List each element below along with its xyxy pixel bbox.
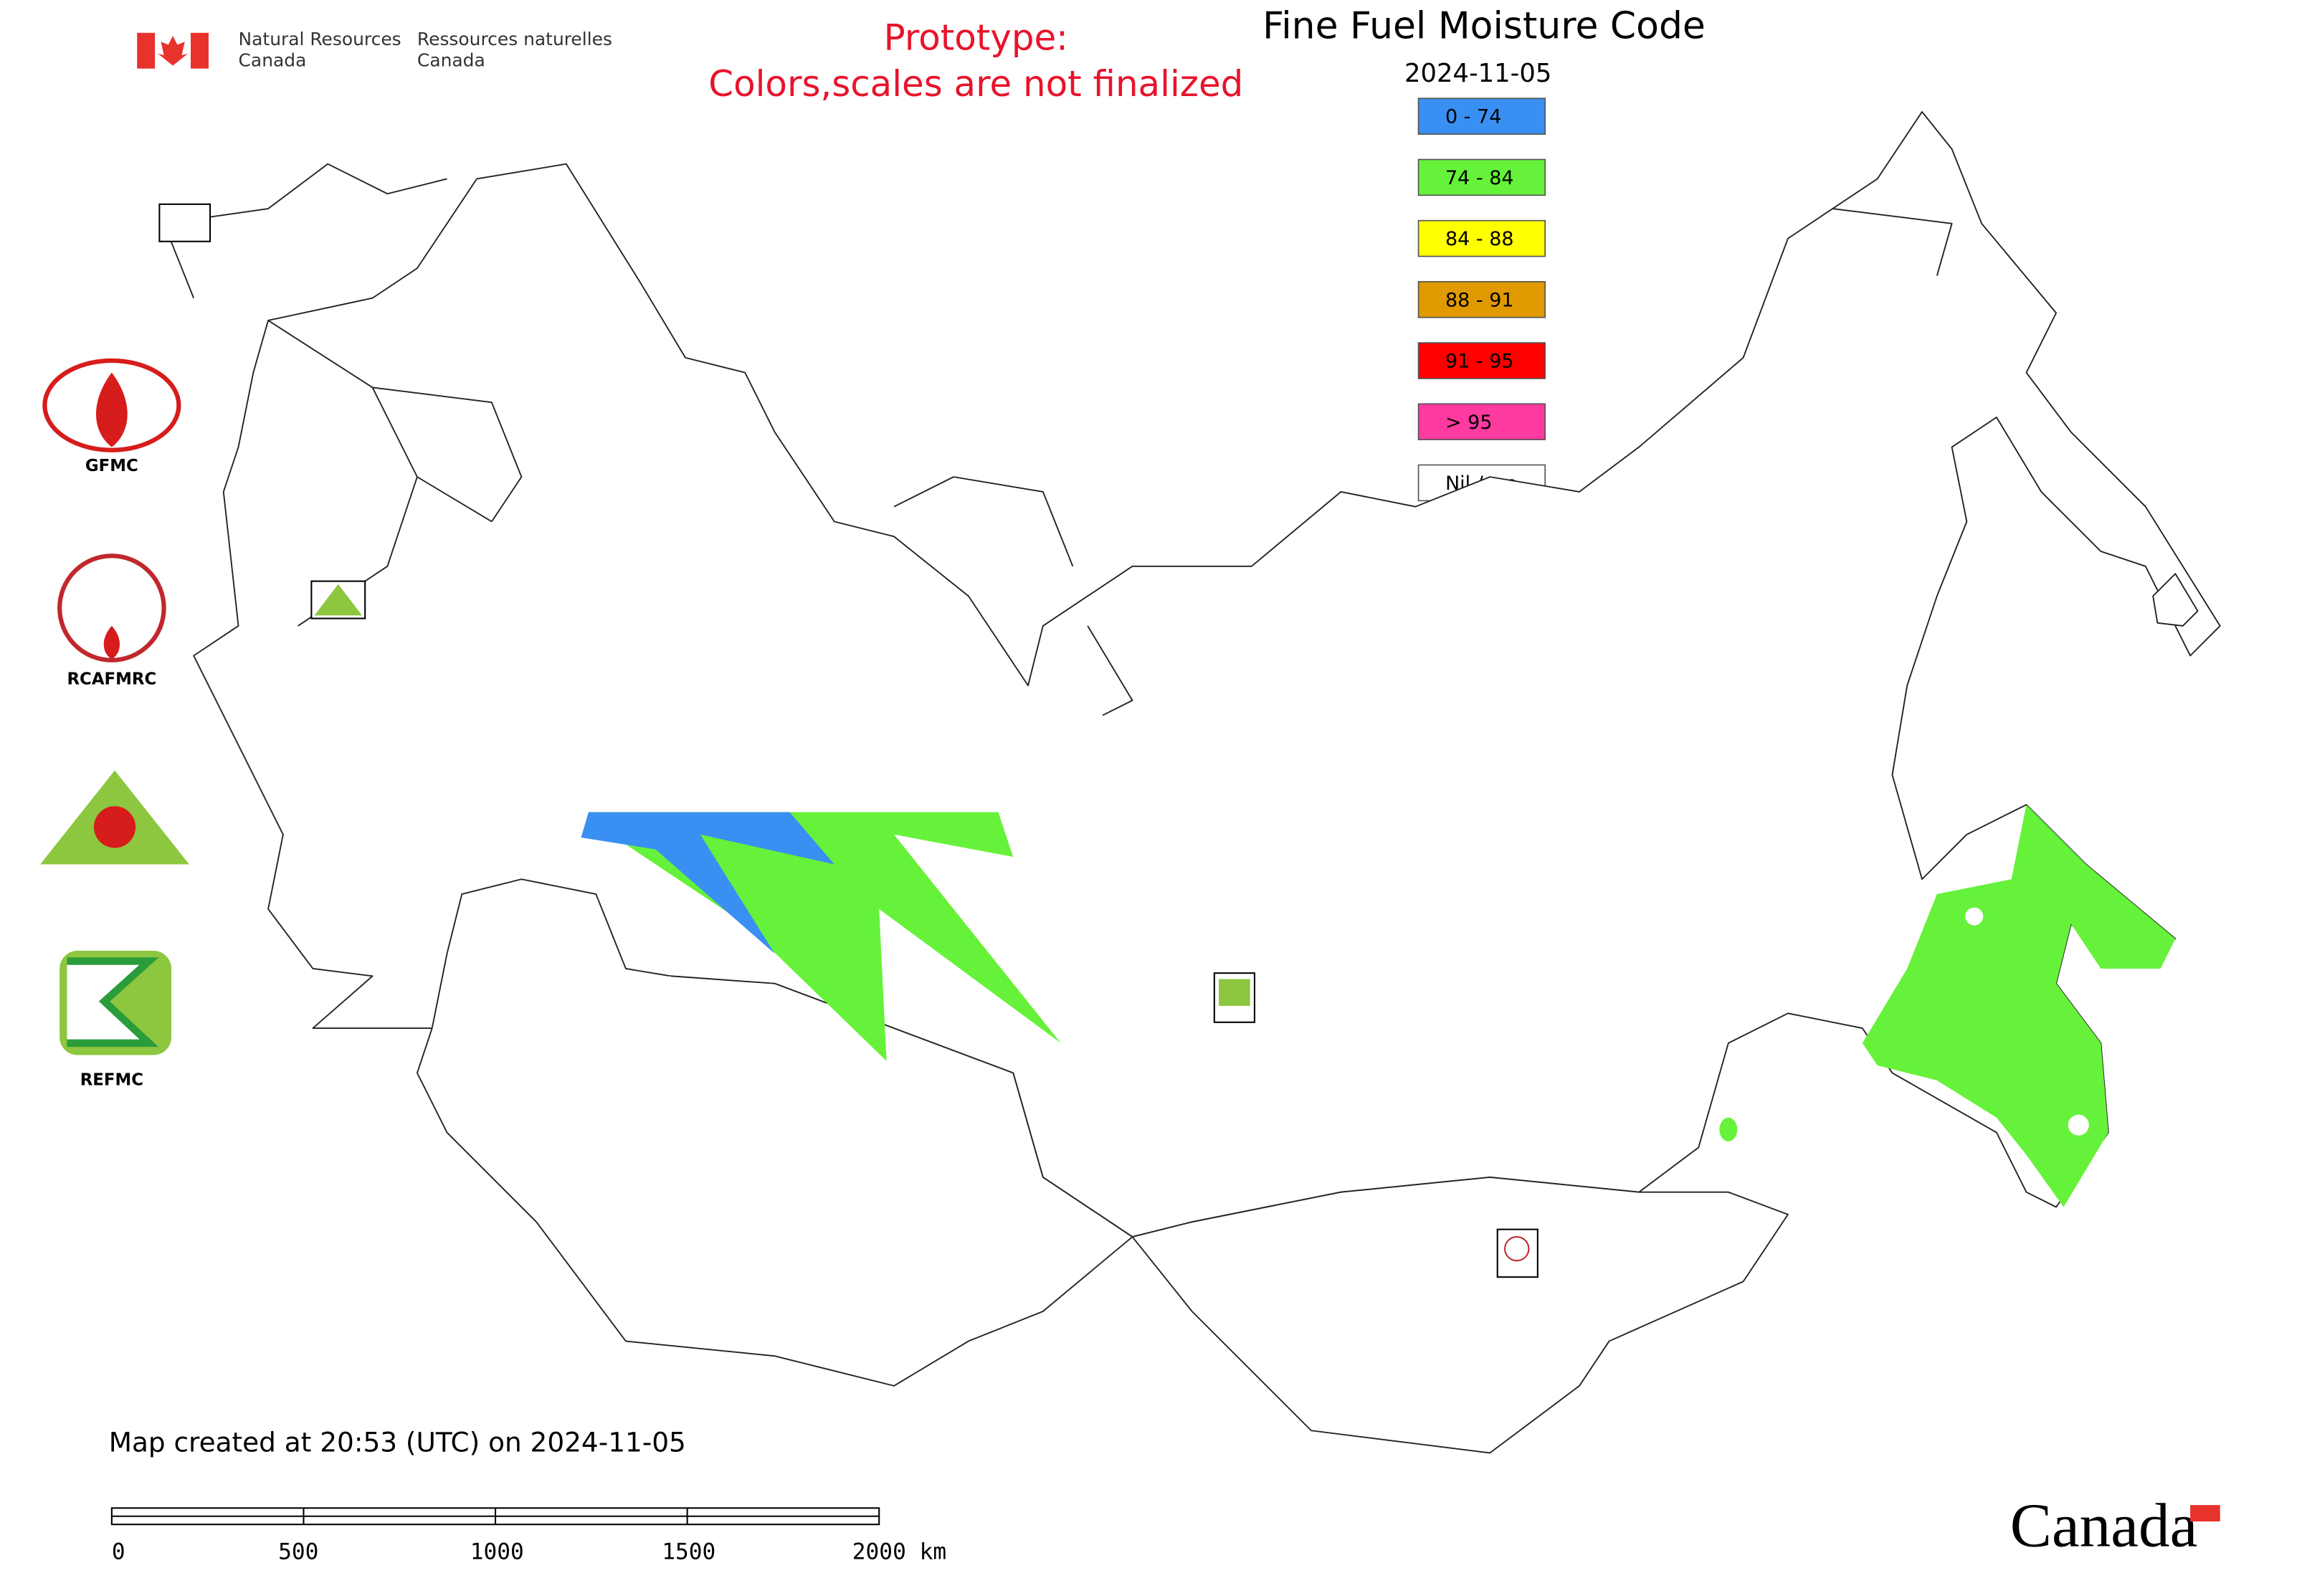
- ffmc-region-east: [1719, 1117, 1738, 1142]
- legend-swatch: [1417, 98, 1546, 135]
- russia-outline: [193, 110, 2221, 1238]
- legend-label: > 95: [1445, 412, 1493, 434]
- scale-bar: 0 500 1000 1500 2000 km: [110, 1507, 946, 1565]
- mongolia-outline: [1131, 1176, 1789, 1454]
- legend-label: 91 - 95: [1445, 351, 1514, 373]
- legend-swatch: [1417, 403, 1546, 440]
- scale-label: 1000: [470, 1539, 524, 1565]
- legend-label: 0 - 74: [1445, 106, 1501, 128]
- map-date: 2024-11-05: [1404, 59, 1551, 88]
- ffmc-streaks: [581, 812, 834, 954]
- coast-detail: [893, 208, 1953, 716]
- agency-fr: Ressources naturelles: [417, 29, 612, 49]
- agency-fr: Canada: [417, 49, 485, 70]
- creation-note: Map created at 20:53 (UTC) on 2024-11-05: [109, 1426, 686, 1458]
- nil-patch: [1965, 907, 1984, 926]
- scale-label: 0: [112, 1539, 125, 1565]
- scale-label: 2000 km: [852, 1539, 946, 1565]
- legend-swatch: [1417, 219, 1546, 257]
- prototype-notice: Prototype:: [884, 17, 1068, 59]
- scale-label: 500: [278, 1539, 318, 1565]
- logo-gfmc: [42, 358, 181, 452]
- ffmc-grid: [581, 804, 2176, 1207]
- wordmark-flag: [2190, 1505, 2220, 1522]
- gc-flag: [137, 32, 209, 69]
- logo-rcafmrc: [57, 554, 166, 662]
- logo-refmc: [60, 951, 172, 1055]
- kazakhstan-outline: [416, 975, 1133, 1387]
- canada-wordmark: Canada: [2010, 1491, 2198, 1560]
- legend-swatch: [1417, 158, 1546, 196]
- map-title: Fine Fuel Moisture Code: [1262, 5, 1706, 48]
- logo-caption: REFMC: [80, 1070, 143, 1089]
- ffmc-region-east: [1862, 804, 2176, 1207]
- logo-reefmc: [40, 770, 189, 865]
- legend-swatch: [1417, 342, 1546, 379]
- data-patch: [2152, 573, 2199, 627]
- logo-caption: RCAFMRC: [67, 670, 156, 688]
- legend-swatch: [1417, 281, 1546, 318]
- map-markers: [158, 203, 1538, 1278]
- legend-label: 74 - 84: [1445, 167, 1514, 189]
- nil-patch: [2068, 1114, 2089, 1136]
- legend-label: 84 - 88: [1445, 228, 1514, 250]
- legend-label: 88 - 91: [1445, 289, 1514, 311]
- agency-en: Canada: [239, 49, 307, 70]
- basemap: [163, 110, 2221, 1454]
- scale-label: 1500: [662, 1539, 715, 1565]
- logo-caption: GFMC: [85, 457, 138, 475]
- prototype-notice: Colors,scales are not finalized: [708, 63, 1243, 105]
- agency-en: Natural Resources: [239, 29, 401, 49]
